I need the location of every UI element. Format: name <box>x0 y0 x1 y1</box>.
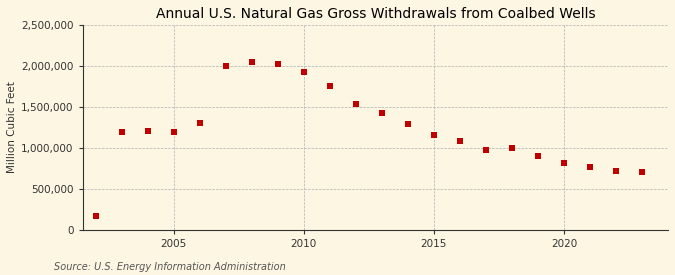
Point <box>506 146 517 150</box>
Point <box>90 214 101 218</box>
Point <box>481 148 491 152</box>
Y-axis label: Million Cubic Feet: Million Cubic Feet <box>7 81 17 173</box>
Point <box>585 165 595 170</box>
Point <box>298 70 309 75</box>
Point <box>637 170 647 175</box>
Point <box>273 62 284 67</box>
Text: Source: U.S. Energy Information Administration: Source: U.S. Energy Information Administ… <box>54 262 286 272</box>
Point <box>194 121 205 125</box>
Point <box>116 130 127 134</box>
Point <box>220 64 231 68</box>
Point <box>429 133 439 137</box>
Point <box>454 139 465 144</box>
Point <box>168 130 179 134</box>
Point <box>402 122 413 126</box>
Point <box>246 60 257 64</box>
Title: Annual U.S. Natural Gas Gross Withdrawals from Coalbed Wells: Annual U.S. Natural Gas Gross Withdrawal… <box>155 7 595 21</box>
Point <box>350 101 361 106</box>
Point <box>611 169 622 173</box>
Point <box>142 129 153 134</box>
Point <box>325 83 335 88</box>
Point <box>533 154 543 158</box>
Point <box>377 111 387 116</box>
Point <box>559 161 570 166</box>
